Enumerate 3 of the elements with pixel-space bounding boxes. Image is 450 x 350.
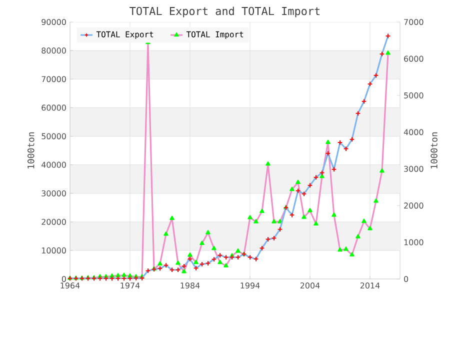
- chart-title: TOTAL Export and TOTAL Import: [130, 6, 320, 18]
- y-axis-title: 1000ton: [28, 132, 34, 168]
- y2-axis-title: 1000ton: [430, 132, 438, 168]
